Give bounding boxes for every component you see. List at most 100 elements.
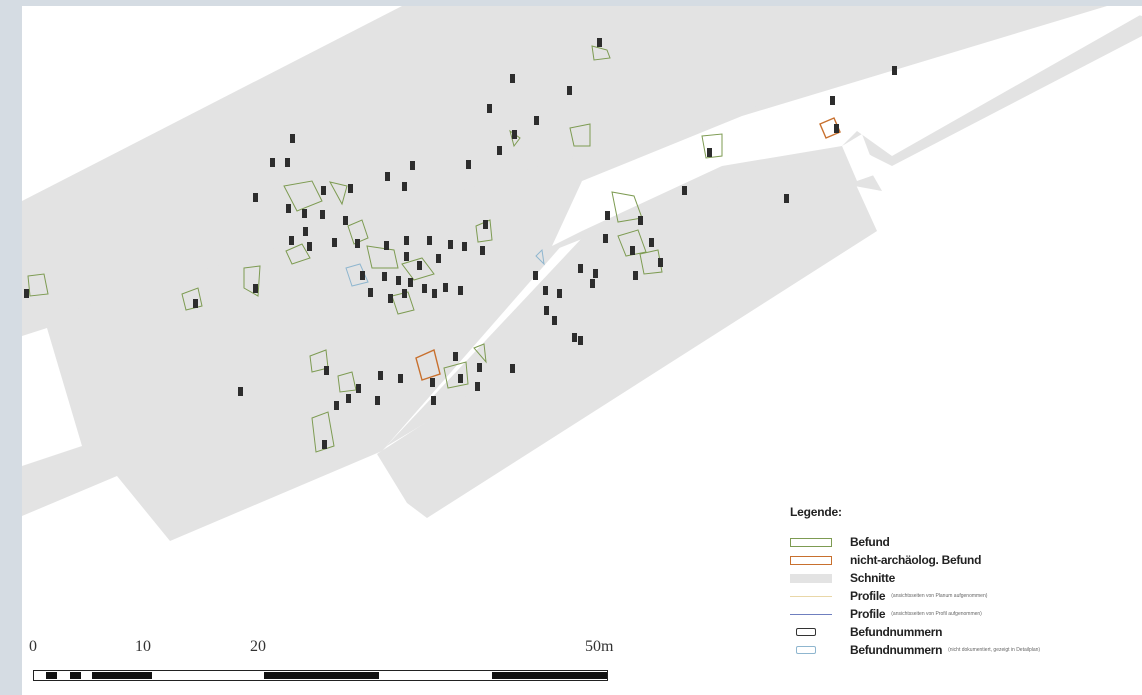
trench-lower-east — [377, 154, 880, 518]
feature-number-tag — [892, 66, 897, 75]
feature-outline — [591, 45, 611, 61]
label-chip-dark-icon — [796, 628, 816, 636]
feature-number-tag — [603, 234, 608, 243]
feature-outline — [617, 229, 647, 257]
legend-label: nicht-archäolog. Befund — [850, 553, 982, 567]
feature-number-tag — [462, 242, 467, 251]
feature-number-tag — [385, 172, 390, 181]
feature-number-tag — [477, 363, 482, 372]
feature-number-tag — [431, 396, 436, 405]
label-chip-light-icon — [796, 646, 816, 654]
feature-number-tag — [285, 158, 290, 167]
feature-number-tag — [410, 161, 415, 170]
legend-item-befund: Befund — [790, 533, 1135, 551]
feature-number-tag — [543, 286, 548, 295]
befund-outline-icon — [790, 537, 832, 547]
feature-number-tag — [830, 96, 835, 105]
feature-number-tag — [597, 38, 602, 47]
feature-number-tag — [289, 236, 294, 245]
feature-number-tag — [630, 246, 635, 255]
feature-number-tag — [427, 236, 432, 245]
feature-number-tag — [368, 288, 373, 297]
feature-number-tag — [707, 148, 712, 157]
feature-number-tag — [404, 236, 409, 245]
feature-number-tag — [443, 283, 448, 292]
legend-label: Befundnummern — [850, 625, 943, 639]
feature-number-tag — [448, 240, 453, 249]
feature-number-tag — [497, 146, 502, 155]
map-legend: Legende: Befund nicht-archäolog. Befund … — [790, 505, 1135, 659]
feature-number-tag — [638, 216, 643, 225]
feature-outline — [473, 343, 487, 364]
feature-number-tag — [253, 284, 258, 293]
legend-note: (ansichtsseiten von Planum aufgenommen) — [891, 593, 988, 599]
feature-number-tag — [24, 289, 29, 298]
feature-outline — [443, 361, 469, 389]
feature-number-tag — [402, 289, 407, 298]
feature-number-tag — [534, 116, 539, 125]
feature-number-tag — [270, 158, 275, 167]
feature-number-tag — [512, 130, 517, 139]
feature-outline — [285, 243, 311, 265]
legend-note: (nicht dokumentiert, gezeigt in Detailpl… — [948, 647, 1041, 653]
feature-number-tag — [398, 374, 403, 383]
feature-number-tag — [458, 374, 463, 383]
nonarch-outline-icon — [790, 555, 832, 565]
feature-number-tag — [633, 271, 638, 280]
legend-label: Profile — [850, 589, 886, 603]
feature-number-tag — [348, 184, 353, 193]
feature-number-tag — [430, 378, 435, 387]
feature-number-tag — [253, 193, 258, 202]
feature-number-tag — [388, 294, 393, 303]
feature-outline — [243, 265, 261, 297]
legend-item-profile-yellow: Profile (ansichtsseiten von Planum aufge… — [790, 587, 1135, 605]
legend-title: Legende: — [790, 505, 842, 519]
feature-number-tag — [682, 186, 687, 195]
feature-number-tag — [593, 269, 598, 278]
feature-number-tag — [572, 333, 577, 342]
feature-number-tag — [510, 364, 515, 373]
legend-label: Profile — [850, 607, 886, 621]
feature-number-tag — [360, 271, 365, 280]
feature-outline — [535, 248, 545, 266]
map-canvas — [22, 6, 1142, 541]
legend-item-nonarch: nicht-archäolog. Befund — [790, 551, 1135, 569]
feature-number-tag — [382, 272, 387, 281]
feature-number-tag — [475, 382, 480, 391]
legend-item-profile-blue: Profile (ansichtsseiten von Profil aufge… — [790, 605, 1135, 623]
map-gaps — [22, 6, 1142, 466]
feature-number-tag — [483, 220, 488, 229]
feature-number-tag — [346, 394, 351, 403]
feature-outline — [181, 287, 203, 311]
feature-number-tag — [658, 258, 663, 267]
legend-label: Schnitte — [850, 571, 895, 585]
feature-number-tag — [605, 211, 610, 220]
feature-number-tag — [334, 401, 339, 410]
feature-number-tag — [578, 336, 583, 345]
feature-number-tag — [193, 299, 198, 308]
trench-lower-west — [22, 156, 577, 541]
feature-number-tag — [324, 366, 329, 375]
feature-outline — [283, 180, 323, 212]
feature-number-tag — [384, 241, 389, 250]
trench-fill-icon — [790, 573, 832, 583]
feature-number-tag — [332, 238, 337, 247]
feature-number-tag — [378, 371, 383, 380]
feature-number-tag — [480, 246, 485, 255]
feature-number-tag — [396, 276, 401, 285]
feature-number-tag — [649, 238, 654, 247]
feature-outline — [639, 249, 663, 275]
feature-number-tag — [375, 396, 380, 405]
feature-number-tag — [533, 271, 538, 280]
feature-number-tag — [466, 160, 471, 169]
feature-number-tag — [487, 104, 492, 113]
feature-number-tag — [422, 284, 427, 293]
legend-item-befundnummern-dark: Befundnummern — [790, 623, 1135, 641]
feature-number-tag — [784, 194, 789, 203]
feature-number-tag — [453, 352, 458, 361]
feature-number-tag — [557, 289, 562, 298]
feature-outline — [345, 263, 369, 287]
feature-number-tag — [458, 286, 463, 295]
feature-number-tags — [24, 38, 897, 449]
feature-outline — [701, 133, 723, 159]
